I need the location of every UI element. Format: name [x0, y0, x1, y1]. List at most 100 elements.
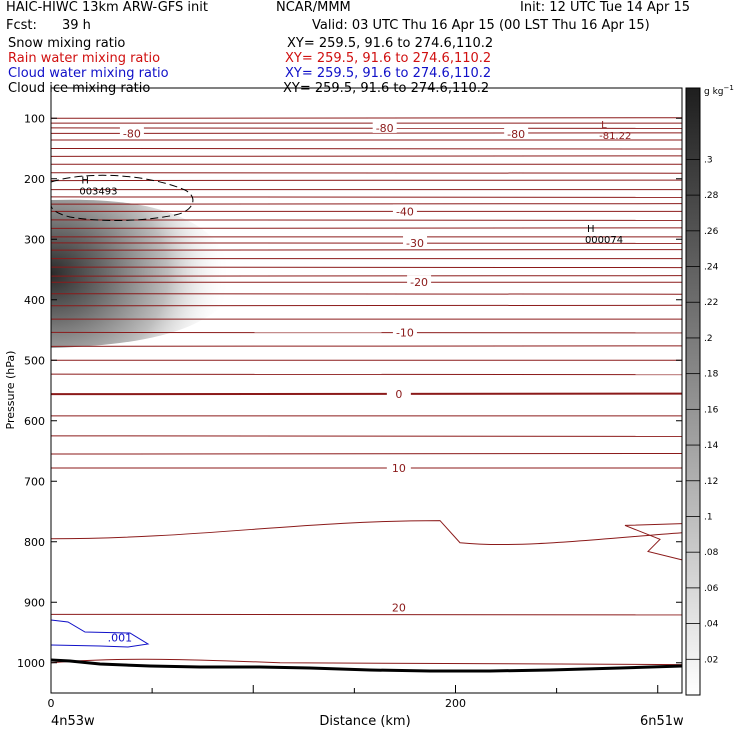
- contour-label: -80: [376, 122, 394, 135]
- isotherm-line: [50, 435, 683, 437]
- isotherm-line: [50, 196, 683, 198]
- contour-label-bg: [407, 275, 432, 288]
- field-cloudwater-label: Cloud water mixing ratio: [8, 66, 169, 81]
- isotherm-line: [50, 613, 683, 616]
- cloud-water-contour: [50, 619, 150, 648]
- contour-label-bg: [504, 126, 529, 139]
- isotherm-line: [50, 219, 683, 221]
- y-tick-label: 600: [24, 415, 45, 428]
- colorbar-tick-label: .22: [704, 298, 718, 308]
- isotherm-line: [50, 392, 683, 396]
- isotherm-line: [50, 658, 683, 666]
- y-tick-label: 800: [24, 536, 45, 549]
- contour-label: -40: [396, 205, 414, 218]
- contour-label-bg: [386, 600, 411, 613]
- isotherm-line: [50, 249, 683, 251]
- colorbar-ramp: [685, 87, 701, 696]
- isotherm-line: [50, 127, 683, 129]
- extremum-mark: H: [587, 224, 595, 235]
- y-tick-label: 400: [24, 294, 45, 307]
- extremum-mark: H: [81, 176, 89, 187]
- valid-time: Valid: 03 UTC Thu 16 Apr 15 (00 LST Thu …: [312, 18, 650, 33]
- x-tick-label: 200: [445, 697, 466, 710]
- isotherm-line: [50, 266, 683, 269]
- fcst-label: Fcst:: [6, 18, 37, 33]
- extremum-value: -81.22: [599, 131, 631, 142]
- colorbar-tick-label: .2: [704, 334, 713, 344]
- cloud-ice-shading: [51, 199, 232, 348]
- colorbar-tick-label: .02: [704, 655, 718, 665]
- y-axis-title: Pressure (hPa): [4, 351, 17, 430]
- contour-label: 0: [395, 388, 402, 401]
- contour-label-bg: [392, 325, 417, 338]
- contour-labels: -80 -80 -80-40-30-20-1001020H003493H000074…: [79, 120, 631, 645]
- colorbar-ticks: .02 .04 .06 .08 .1 .12 .14 .16 .18 .2 .22 .24 .26 .28…: [686, 155, 719, 665]
- isotherm-line: [50, 117, 683, 119]
- field-snow-xy: XY= 259.5, 91.6 to 274.6,110.2: [287, 36, 494, 51]
- contour-label-bg: [372, 120, 397, 133]
- isotherm-line: [50, 275, 683, 277]
- colorbar-tick-label: .14: [704, 441, 719, 451]
- isotherm-line: [50, 520, 683, 546]
- contour-label-bg: [403, 235, 428, 248]
- field-rain-xy: XY= 259.5, 91.6 to 274.6,110.2: [285, 51, 492, 66]
- colorbar-tick-label: .24: [704, 263, 719, 273]
- x-tick-label: 0: [48, 697, 55, 710]
- contour-label: 20: [392, 602, 406, 615]
- isotherm-line: [50, 453, 683, 455]
- isotherm-line: [50, 203, 683, 205]
- isotherm-line: [50, 147, 683, 150]
- y-tick-label: 200: [24, 173, 45, 186]
- title-center: NCAR/MMM: [276, 0, 351, 15]
- isotherm-line: [50, 172, 683, 174]
- contour-label: -30: [406, 237, 424, 250]
- isotherm-line: [50, 155, 683, 157]
- colorbar-tick-label: .3: [704, 155, 713, 165]
- ground-surface: [50, 658, 683, 673]
- shading-layer: [51, 199, 232, 348]
- fcst-value: 39 h: [62, 18, 91, 33]
- y-tick-label: 500: [24, 354, 45, 367]
- colorbar-tick-label: .12: [704, 477, 718, 487]
- contour-label: -10: [396, 326, 414, 339]
- y-tick-label: 100: [24, 112, 45, 125]
- x-end-label: 6n51w: [640, 714, 684, 729]
- extremum-value: 000074: [585, 235, 623, 246]
- colorbar-tick-label: .28: [704, 191, 719, 201]
- isotherm-line: [624, 523, 683, 561]
- isotherm-line: [50, 132, 683, 134]
- plot-frame: [50, 87, 683, 694]
- contour-label: -80: [507, 128, 525, 141]
- cloud-water-label: .001: [108, 632, 133, 645]
- isotherm-line: [50, 331, 683, 334]
- contour-label: 10: [392, 462, 406, 475]
- title-left: HAIC-HIWC 13km ARW-GFS init: [6, 0, 208, 15]
- extremum-value: 003493: [79, 187, 117, 198]
- colorbar-unit: g kg−1: [704, 84, 734, 97]
- temperature-contours: [50, 117, 683, 666]
- isotherm-line: [50, 304, 683, 307]
- contour-label: -80: [123, 127, 141, 140]
- y-tick-label: 700: [24, 475, 45, 488]
- colorbar-tick-label: .08: [704, 548, 719, 558]
- snow-contour: [50, 174, 194, 222]
- isotherm-line: [50, 373, 683, 376]
- y-tick-label: 300: [24, 233, 45, 246]
- x-start-label: 4n53w: [51, 714, 95, 729]
- field-rain-label: Rain water mixing ratio: [8, 51, 161, 66]
- y-tick-label: 1000: [17, 657, 45, 670]
- init-time: Init: 12 UTC Tue 14 Apr 15: [520, 0, 691, 15]
- colorbar-tick-label: .26: [704, 227, 719, 237]
- x-axis-title: Distance (km): [319, 714, 410, 729]
- colorbar-tick-label: .16: [704, 405, 719, 415]
- y-tick-label: 900: [24, 596, 45, 609]
- x-axis: 0 200: [48, 685, 659, 710]
- field-cloudwater-xy: XY= 259.5, 91.6 to 274.6,110.2: [285, 66, 492, 81]
- contour-label: -20: [410, 276, 428, 289]
- colorbar-tick-label: .1: [704, 512, 713, 522]
- contour-label-bg: [119, 126, 144, 139]
- colorbar-tick-label: .04: [704, 620, 719, 630]
- isotherm-line: [50, 179, 683, 182]
